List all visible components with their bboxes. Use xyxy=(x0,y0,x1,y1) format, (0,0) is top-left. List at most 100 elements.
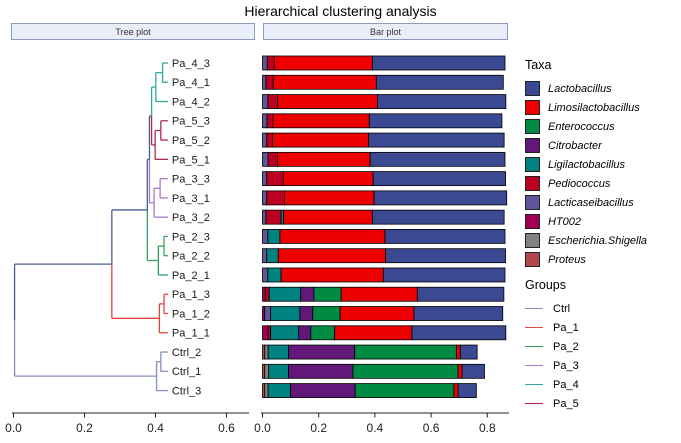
bar-segment-lactobacillus xyxy=(416,286,505,302)
tree-axis-tick-label: 0.4 xyxy=(147,421,164,435)
bar-segment-ht002 xyxy=(262,325,269,341)
bar-segment-enterococcus xyxy=(354,383,455,398)
leaf-label: Pa_3_3 xyxy=(172,174,210,186)
bar-segment-pediococcus xyxy=(265,74,274,90)
bar-segment-limosilactobacillus xyxy=(284,190,375,206)
bar-segment-citrobacter xyxy=(300,286,315,302)
taxa-legend-item: Proteus xyxy=(525,250,679,269)
taxa-legend-label: Pediococcus xyxy=(548,177,611,190)
bar-segment-enterococcus xyxy=(352,363,459,379)
taxa-legend-item: Pediococcus xyxy=(525,174,679,193)
bar-axis-tick-label: 0.6 xyxy=(423,421,440,435)
bar-segment-enterococcus xyxy=(313,286,342,302)
taxa-color-swatch xyxy=(525,138,540,153)
bar-axis-tick-label: 0.2 xyxy=(310,421,327,435)
groups-legend-items: Ctrl Pa_1 Pa_2 Pa_3 Pa_4 Pa_5 xyxy=(525,299,679,413)
taxa-legend-label: HT002 xyxy=(548,215,582,228)
group-legend-item: Pa_5 xyxy=(525,394,679,413)
bar-segment-pediococcus xyxy=(266,171,284,187)
bar-segment-lactobacillus xyxy=(382,267,506,283)
bar-segment-limosilactobacillus xyxy=(455,344,461,360)
bar-segment-lacticaseibacillus xyxy=(262,209,267,225)
bar-segment-lactobacillus xyxy=(377,94,507,109)
taxa-legend-item: Lactobacillus xyxy=(525,79,679,98)
bar-segment-lactobacillus xyxy=(368,113,503,129)
bar-segment-pediococcus xyxy=(267,94,279,109)
taxa-legend-label: Lacticaseibacillus xyxy=(548,196,634,209)
bar-axis-tick-label: 0.0 xyxy=(254,421,271,435)
leaf-label: Pa_2_1 xyxy=(172,270,210,282)
bar-segment-citrobacter xyxy=(299,306,314,321)
taxa-legend-label: Escherichia.Shigella xyxy=(548,234,648,247)
group-line-swatch xyxy=(525,384,543,385)
bar-segment-ligilactobacillus xyxy=(266,248,279,264)
bar-segment-limosilactobacillus xyxy=(340,286,418,302)
bar-segment-limosilactobacillus xyxy=(273,55,373,71)
leaf-label: Pa_1_2 xyxy=(172,308,210,320)
page-title: Hierarchical clustering analysis xyxy=(244,3,437,19)
group-line-swatch xyxy=(525,327,543,328)
leaf-label: Pa_4_3 xyxy=(172,58,210,70)
groups-legend-title: Groups xyxy=(525,278,566,292)
group-legend-item: Pa_1 xyxy=(525,318,679,337)
group-line-swatch xyxy=(525,308,543,309)
bar-segment-lactobacillus xyxy=(371,209,505,225)
bar-segment-enterococcus xyxy=(312,306,341,321)
bar-segment-citrobacter xyxy=(298,325,312,341)
bar-segment-limosilactobacillus xyxy=(272,113,370,129)
bar-segment-lacticaseibacillus xyxy=(262,94,269,109)
group-legend-label: Pa_5 xyxy=(553,397,579,410)
bar-segment-limosilactobacillus xyxy=(277,94,378,109)
leaf-label: Pa_4_1 xyxy=(172,77,210,89)
group-legend-item: Pa_3 xyxy=(525,356,679,375)
bar-segment-lactobacillus xyxy=(369,151,506,167)
bar-segment-citrobacter xyxy=(288,344,356,360)
taxa-legend-item: Lacticaseibacillus xyxy=(525,193,679,212)
taxa-legend-label: Proteus xyxy=(548,253,586,266)
bar-segment-limosilactobacillus xyxy=(272,74,377,90)
bar-segment-lacticaseibacillus xyxy=(262,151,269,167)
bar-segment-lacticaseibacillus xyxy=(262,113,268,129)
bar-segment-lacticaseibacillus xyxy=(262,55,268,71)
taxa-color-swatch xyxy=(525,195,540,210)
taxa-color-swatch xyxy=(525,176,540,191)
taxa-color-swatch xyxy=(525,100,540,115)
bar-segment-lacticaseibacillus xyxy=(262,229,269,244)
bar-segment-limosilactobacillus xyxy=(279,229,386,244)
leaf-label: Pa_2_2 xyxy=(172,251,210,263)
bar-segment-lactobacillus xyxy=(384,229,506,244)
leaf-label: Pa_5_1 xyxy=(172,154,210,166)
leaf-label: Pa_5_3 xyxy=(172,116,210,128)
group-legend-item: Ctrl xyxy=(525,299,679,318)
taxa-legend-item: HT002 xyxy=(525,212,679,231)
taxa-color-swatch xyxy=(525,252,540,267)
bar-segment-pediococcus xyxy=(267,151,278,167)
bar-segment-ligilactobacillus xyxy=(268,363,290,379)
bar-segment-lacticaseibacillus xyxy=(262,132,268,148)
bar-segment-lactobacillus xyxy=(373,190,508,206)
bar-segment-enterococcus xyxy=(310,325,336,341)
bar-segment-pediococcus xyxy=(266,113,274,129)
bar-segment-enterococcus xyxy=(354,344,457,360)
dendrogram: Pa_4_3 Pa_4_1 Pa_4_2 Pa_5_3 Pa_5_2 Pa_5_1 Pa_3… xyxy=(13,58,210,397)
group-line-swatch xyxy=(525,403,543,404)
tree-plot-header: Tree plot xyxy=(11,23,255,40)
bar-segment-lactobacillus xyxy=(411,325,507,341)
bar-segment-escherichia_shigella xyxy=(264,383,269,398)
leaf-label: Pa_4_2 xyxy=(172,96,210,108)
taxa-color-swatch xyxy=(525,81,540,96)
bar-segment-ligilactobacillus xyxy=(270,306,301,321)
bar-segment-limosilactobacillus xyxy=(276,151,371,167)
bar-segment-lactobacillus xyxy=(457,383,477,398)
group-legend-item: Pa_2 xyxy=(525,337,679,356)
bar-segment-lactobacillus xyxy=(368,132,505,148)
bar-segment-limosilactobacillus xyxy=(457,363,463,379)
group-legend-label: Pa_3 xyxy=(553,359,579,372)
bar-axis-tick-label: 0.8 xyxy=(479,421,496,435)
taxa-color-swatch xyxy=(525,157,540,172)
bar-segment-limosilactobacillus xyxy=(283,209,373,225)
bar-segment-ligilactobacillus xyxy=(267,344,290,360)
taxa-legend-item: Ligilactobacillus xyxy=(525,155,679,174)
bar-segment-lactobacillus xyxy=(372,171,506,187)
